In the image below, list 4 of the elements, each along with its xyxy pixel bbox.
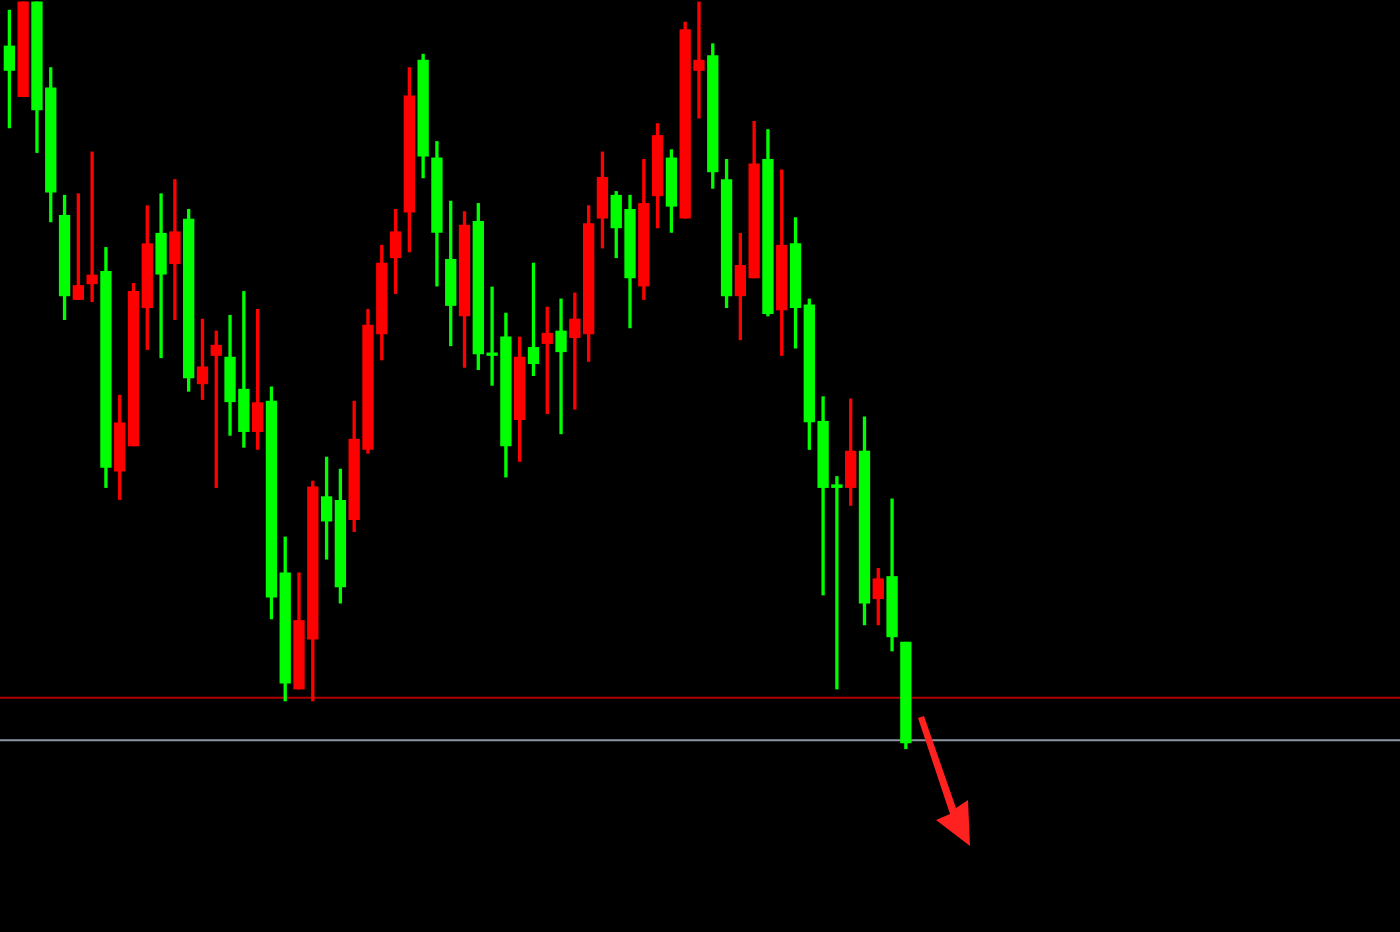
candlestick [86,151,98,303]
candlestick [155,193,167,359]
candlestick [555,298,567,435]
candlestick [169,179,181,321]
